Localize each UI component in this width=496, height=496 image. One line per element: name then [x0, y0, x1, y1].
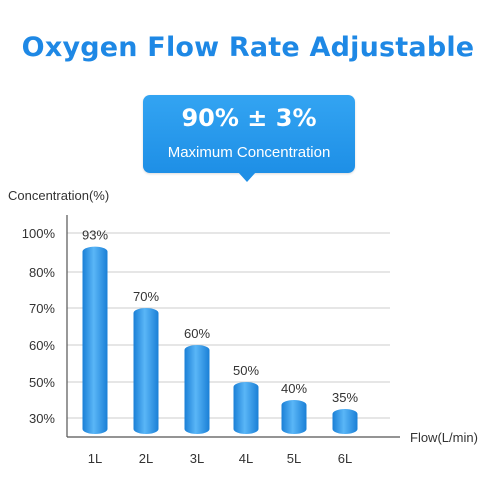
x-tick-label: 3L: [190, 451, 204, 466]
y-tick-label: 60%: [29, 338, 55, 353]
callout-pointer: [238, 172, 256, 182]
page-title: Oxygen Flow Rate Adjustable: [21, 32, 475, 63]
y-tick-label: 80%: [29, 265, 55, 280]
bar-value-label: 70%: [133, 289, 159, 304]
bar-value-label: 93%: [82, 228, 108, 243]
y-tick-label: 100%: [22, 226, 56, 241]
x-tick-label: 2L: [139, 451, 153, 466]
x-axis-label: Flow(L/min): [410, 430, 478, 445]
bar: [133, 308, 159, 434]
callout-value: 90% ± 3%: [181, 104, 317, 132]
y-axis-label: Concentration(%): [8, 188, 109, 203]
callout-caption: Maximum Concentration: [167, 144, 331, 161]
bar-value-label: 60%: [184, 326, 210, 341]
bars: [82, 246, 358, 434]
bar: [233, 382, 259, 434]
bar-value-label: 35%: [332, 390, 358, 405]
x-tick-label: 6L: [338, 451, 352, 466]
x-tick-label: 1L: [88, 451, 102, 466]
bar: [184, 345, 210, 434]
y-tick-label: 50%: [29, 375, 55, 390]
x-tick-label: 5L: [287, 451, 301, 466]
bar: [281, 400, 307, 434]
bar-value-label: 40%: [281, 381, 307, 396]
x-tick-label: 4L: [239, 451, 253, 466]
y-tick-label: 30%: [29, 411, 55, 426]
y-tick-label: 70%: [29, 301, 55, 316]
labels: Concentration(%) 30% 50% 60% 70% 80% 100% Flow(…: [8, 188, 478, 466]
bar: [82, 246, 108, 434]
grid-lines: [66, 215, 400, 438]
bar: [332, 409, 358, 434]
max-concentration-callout: 90% ± 3% Maximum Concentration: [143, 95, 355, 173]
bar-value-label: 50%: [233, 363, 259, 378]
